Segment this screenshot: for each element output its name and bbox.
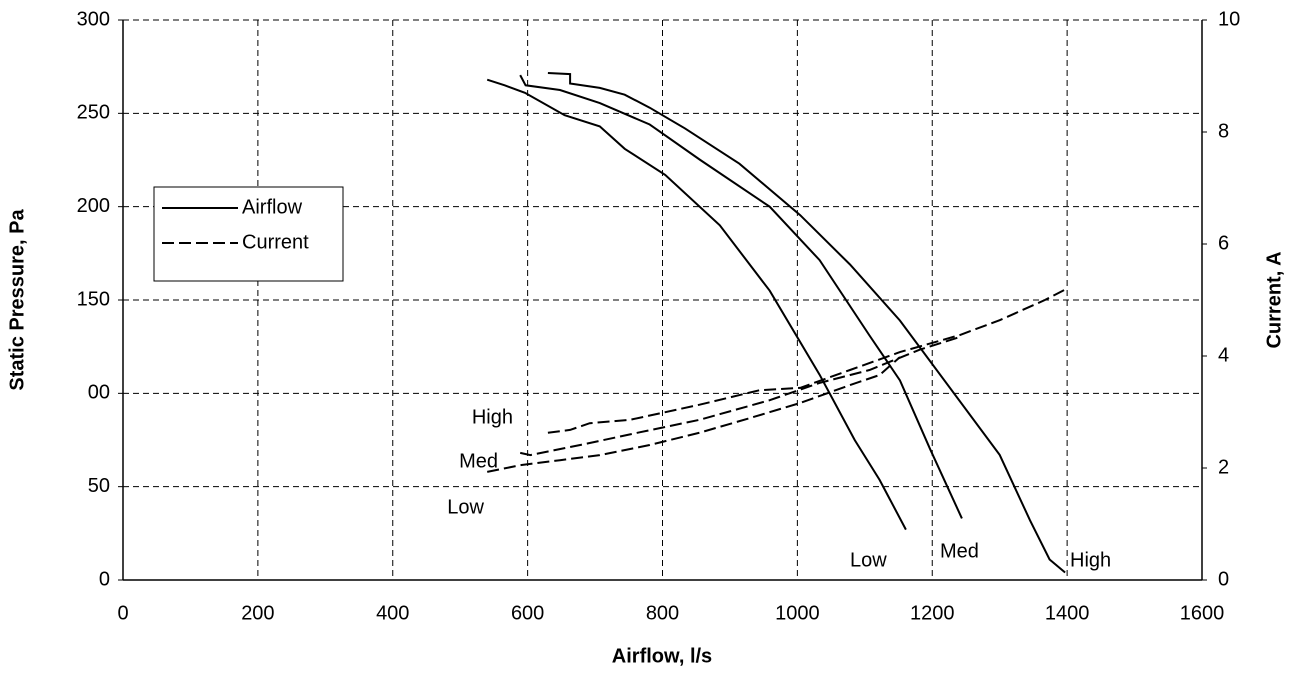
y-tick-label: 300 [77,8,110,30]
x-tick-label: 600 [511,602,544,624]
x-tick-label: 1400 [1045,602,1090,624]
line-series [519,74,963,519]
y-axis-title: Static Pressure, Pa [6,209,28,391]
legend-box [153,186,344,282]
y-tick-label: 250 [77,102,110,124]
y2-axis-title: Current, A [1263,251,1285,348]
line-series [486,78,907,531]
x-tick-label: 800 [646,602,679,624]
y2-tick-label: 8 [1218,120,1229,142]
x-tick-label: 200 [241,602,274,624]
line-series [519,336,961,457]
line-series [547,72,1066,574]
x-tick-label: 0 [117,602,128,624]
series-label: Med [940,540,979,562]
series-label: High [472,406,513,428]
x-tick-label: 1200 [910,602,955,624]
series-label: Low [850,549,887,571]
y2-tick-label: 0 [1218,568,1229,590]
y-tick-label: 00 [88,382,110,404]
y2-tick-label: 2 [1218,456,1229,478]
x-tick-label: 1000 [775,602,820,624]
series-label: Med [459,450,498,472]
y-tick-label: 150 [77,288,110,310]
x-tick-label: 400 [376,602,409,624]
y-tick-label: 50 [88,475,110,497]
y-tick-label: 0 [99,568,110,590]
line-series [547,287,1069,434]
series-label: Low [447,496,484,518]
series-label: High [1070,549,1111,571]
legend-label: Current [242,231,309,253]
legend-label: Airflow [242,196,303,218]
y2-tick-label: 6 [1218,232,1229,254]
x-tick-label: 1600 [1180,602,1225,624]
y2-tick-label: 4 [1218,344,1229,366]
y-tick-label: 200 [77,195,110,217]
line-series [487,356,901,473]
x-axis-title: Airflow, l/s [612,645,712,667]
y2-tick-label: 10 [1218,8,1240,30]
